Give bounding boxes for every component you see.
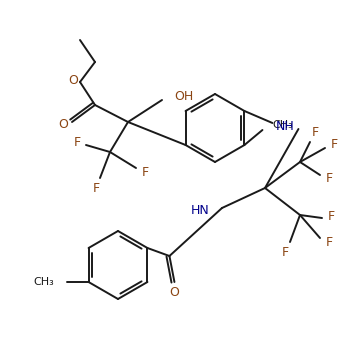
Text: HN: HN (190, 203, 209, 216)
Text: OH: OH (174, 91, 193, 104)
Text: F: F (325, 237, 333, 250)
Text: CH₃: CH₃ (273, 120, 293, 130)
Text: F: F (327, 210, 335, 223)
Text: F: F (281, 247, 288, 260)
Text: O: O (58, 118, 68, 131)
Text: F: F (331, 139, 338, 152)
Text: F: F (141, 167, 148, 180)
Text: CH₃: CH₃ (34, 277, 55, 287)
Text: F: F (74, 136, 81, 149)
Text: F: F (312, 126, 319, 139)
Text: F: F (325, 171, 333, 184)
Text: F: F (93, 183, 100, 196)
Text: NH: NH (276, 119, 295, 132)
Text: O: O (68, 74, 78, 87)
Text: O: O (170, 287, 179, 300)
